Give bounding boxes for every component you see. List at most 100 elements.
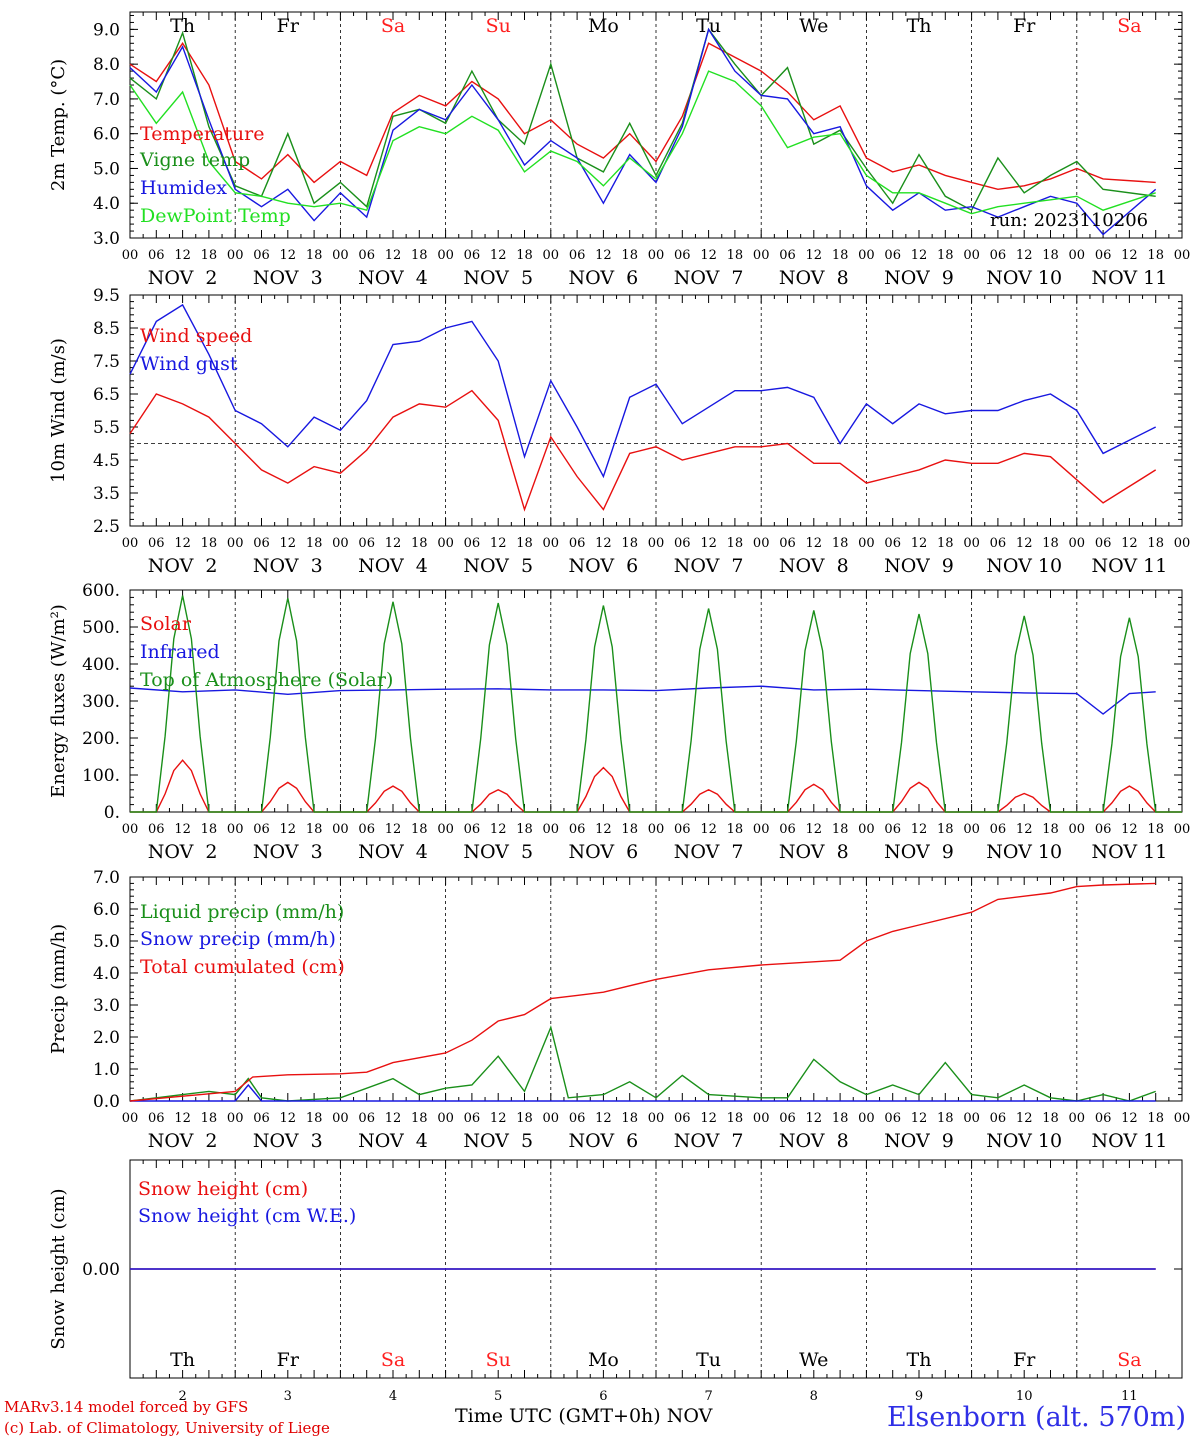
x-hour-label: 18	[411, 248, 428, 263]
x-date-label: NOV 7	[674, 841, 744, 863]
x-hour-label: 06	[779, 822, 796, 837]
x-hour-label: 18	[937, 1111, 954, 1126]
series-line-top-of-atmosphere-solar-	[130, 595, 1182, 813]
day-number-label: 11	[1121, 1389, 1138, 1404]
x-hour-label: 12	[806, 536, 823, 551]
x-hour-label: 18	[306, 822, 323, 837]
x-hour-label: 12	[174, 822, 191, 837]
x-hour-label: 12	[700, 536, 717, 551]
x-hour-label: 12	[700, 1111, 717, 1126]
x-hour-label: 00	[122, 822, 139, 837]
x-hour-label: 06	[674, 822, 691, 837]
x-date-label: NOV 6	[569, 555, 639, 577]
x-hour-label: 06	[358, 822, 375, 837]
x-hour-label: 06	[1095, 822, 1112, 837]
x-hour-label: 06	[1095, 536, 1112, 551]
y-axis-label: Energy fluxes (W/m²)	[48, 604, 69, 798]
x-hour-label: 06	[148, 248, 165, 263]
y-tick-label: 100.	[82, 766, 120, 786]
legend-entry: Temperature	[140, 123, 264, 145]
x-hour-label: 18	[516, 822, 533, 837]
x-hour-label: 00	[1069, 248, 1086, 263]
y-tick-label: 2.0	[93, 1028, 120, 1048]
x-hour-label: 00	[1069, 536, 1086, 551]
legend-entry: Snow height (cm W.E.)	[138, 1205, 356, 1227]
legend-entry: Wind gust	[140, 353, 238, 375]
x-hour-label: 18	[201, 248, 218, 263]
y-axis-label: 10m Wind (m/s)	[48, 338, 69, 483]
x-hour-label: 00	[122, 536, 139, 551]
x-hour-label: 18	[937, 248, 954, 263]
y-tick-label: 6.0	[93, 125, 120, 145]
x-hour-label: 06	[253, 536, 270, 551]
x-hour-label: 12	[1016, 822, 1033, 837]
x-hour-label: 00	[963, 248, 980, 263]
x-date-label: NOV 4	[358, 267, 428, 289]
y-tick-label: 5.0	[93, 159, 120, 179]
x-date-label: NOV 3	[253, 841, 323, 863]
x-hour-label: 18	[621, 822, 638, 837]
x-date-label: NOV 3	[253, 1130, 323, 1152]
y-tick-label: 6.0	[93, 900, 120, 920]
y-tick-label: 8.0	[93, 55, 120, 75]
x-hour-label: 18	[727, 248, 744, 263]
y-tick-label: 200.	[82, 729, 120, 749]
x-hour-label: 12	[1121, 536, 1138, 551]
x-hour-label: 12	[174, 248, 191, 263]
x-hour-label: 06	[884, 822, 901, 837]
station-name: Elsenborn (alt. 570m)	[887, 1402, 1186, 1433]
weekday-label: Tu	[696, 1349, 721, 1371]
x-date-label: NOV 2	[148, 267, 218, 289]
x-hour-label: 00	[437, 1111, 454, 1126]
x-hour-label: 00	[753, 248, 770, 263]
day-number-label: 9	[915, 1389, 923, 1404]
x-date-label: NOV 3	[253, 555, 323, 577]
y-tick-label: 6.5	[93, 385, 120, 405]
x-hour-label: 00	[648, 1111, 665, 1126]
y-tick-label: 7.0	[93, 868, 120, 888]
x-hour-label: 06	[253, 822, 270, 837]
x-hour-label: 00	[648, 822, 665, 837]
x-hour-label: 18	[621, 1111, 638, 1126]
x-hour-label: 00	[753, 1111, 770, 1126]
x-date-label: NOV 6	[569, 267, 639, 289]
day-number-label: 2	[178, 1389, 186, 1404]
x-hour-label: 00	[227, 248, 244, 263]
x-date-label: NOV 8	[779, 1130, 849, 1152]
x-hour-label: 06	[884, 536, 901, 551]
x-hour-label: 00	[227, 1111, 244, 1126]
x-hour-label: 12	[174, 536, 191, 551]
y-tick-label: 3.0	[93, 229, 120, 249]
x-hour-label: 12	[911, 1111, 928, 1126]
x-date-label: NOV 5	[463, 841, 533, 863]
x-hour-label: 06	[990, 1111, 1007, 1126]
weekday-label: Fr	[277, 15, 300, 37]
day-number-label: 10	[1016, 1389, 1033, 1404]
x-hour-label: 12	[1016, 248, 1033, 263]
weekday-label: Su	[486, 15, 511, 37]
x-hour-label: 18	[516, 1111, 533, 1126]
x-date-label: NOV 2	[148, 1130, 218, 1152]
y-axis-label: 2m Temp. (°C)	[48, 59, 69, 191]
x-hour-label: 00	[648, 248, 665, 263]
x-hour-label: 12	[595, 248, 612, 263]
x-hour-label: 12	[280, 1111, 297, 1126]
x-hour-label: 12	[911, 248, 928, 263]
x-date-label: NOV 9	[884, 555, 954, 577]
x-hour-label: 12	[700, 822, 717, 837]
x-hour-label: 12	[280, 822, 297, 837]
x-hour-label: 06	[148, 536, 165, 551]
y-axis-label: Snow height (cm)	[48, 1188, 69, 1349]
y-tick-label: 4.5	[93, 451, 120, 471]
x-hour-label: 12	[1016, 1111, 1033, 1126]
x-hour-label: 18	[1147, 248, 1164, 263]
run-annotation: run: 2023110206	[990, 210, 1148, 231]
x-hour-label: 18	[516, 536, 533, 551]
weekday-label: Th	[170, 1349, 195, 1371]
x-date-label: NOV 9	[884, 841, 954, 863]
x-hour-label: 18	[411, 822, 428, 837]
x-hour-label: 12	[385, 248, 402, 263]
x-hour-label: 06	[464, 822, 481, 837]
x-hour-label: 00	[858, 822, 875, 837]
x-date-label: NOV 6	[569, 841, 639, 863]
